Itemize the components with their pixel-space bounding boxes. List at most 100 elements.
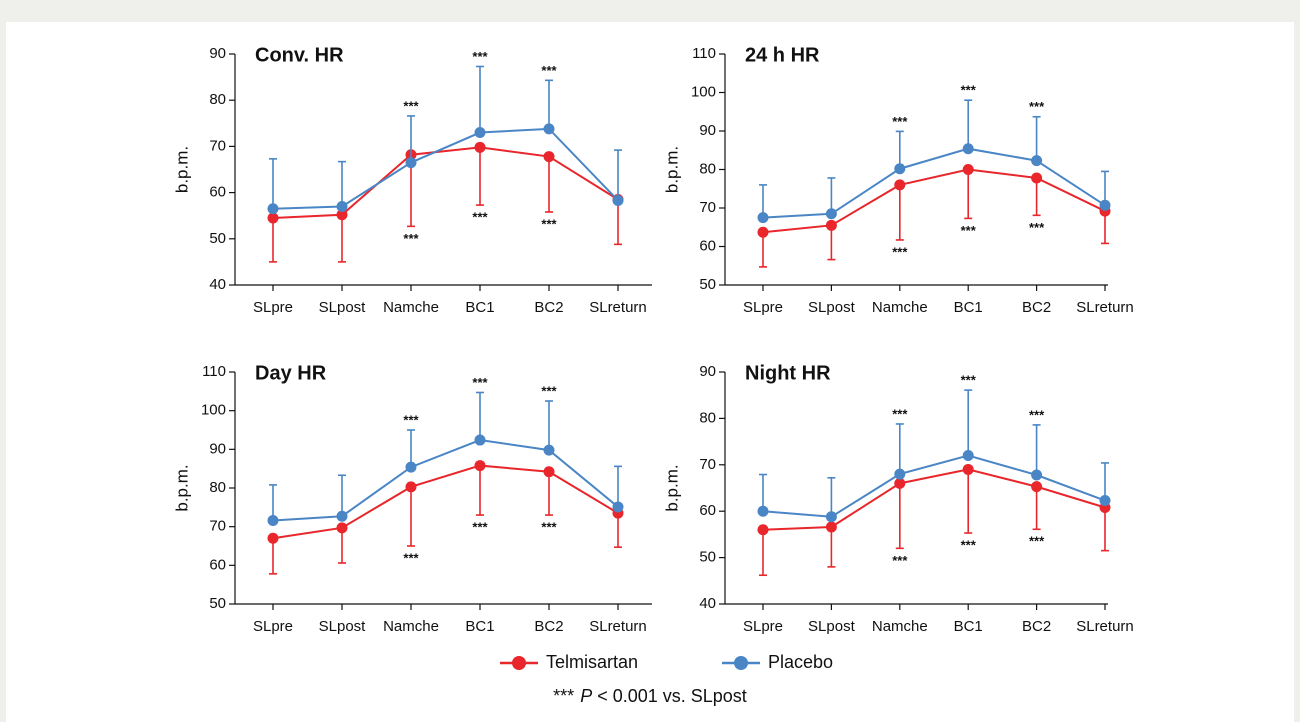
x-tick-label: SLpre xyxy=(743,299,783,316)
significance-label: *** xyxy=(1029,99,1045,114)
error-bar xyxy=(895,130,904,169)
error-bar xyxy=(827,526,836,568)
data-point xyxy=(267,212,279,224)
significance-label: *** xyxy=(961,373,977,388)
legend-entry: Placebo xyxy=(722,652,833,672)
data-point xyxy=(894,468,906,480)
error-bar xyxy=(614,465,622,507)
x-tick-label: SLpost xyxy=(319,299,367,316)
error-bar xyxy=(407,115,415,163)
x-tick-label: SLreturn xyxy=(589,299,647,316)
significance-label: *** xyxy=(403,550,419,565)
y-tick-label: 80 xyxy=(699,160,716,177)
error-bar xyxy=(476,147,484,206)
significance-label: *** xyxy=(472,375,488,390)
y-tick-label: 80 xyxy=(209,479,226,496)
x-tick-label: SLpre xyxy=(253,618,293,635)
significance-label: *** xyxy=(472,49,488,64)
y-tick-label: 70 xyxy=(699,199,716,216)
legend-label: Placebo xyxy=(768,652,833,672)
y-axis-label: b.p.m. xyxy=(662,464,681,511)
x-tick-label: Namche xyxy=(383,299,439,316)
x-tick-label: SLpost xyxy=(319,618,367,635)
error-bar xyxy=(338,160,346,207)
legend-marker xyxy=(512,656,526,670)
data-point xyxy=(757,226,769,238)
y-tick-label: 100 xyxy=(691,83,716,100)
error-bar xyxy=(827,225,836,261)
data-point xyxy=(1031,155,1043,167)
error-bar xyxy=(1032,424,1041,476)
significance-label: *** xyxy=(961,537,977,552)
series-line xyxy=(762,168,1106,234)
error-bar xyxy=(338,527,346,564)
x-tick-label: SLreturn xyxy=(1076,618,1134,635)
error-bar xyxy=(545,79,553,129)
significance-label: *** xyxy=(403,231,419,246)
error-bar xyxy=(614,513,622,548)
error-bar xyxy=(1101,462,1109,501)
error-bar xyxy=(476,391,484,441)
data-point xyxy=(612,194,624,206)
y-tick-label: 80 xyxy=(209,91,226,108)
x-tick-label: SLpost xyxy=(808,299,856,316)
error-bar xyxy=(759,232,767,268)
significance-label: *** xyxy=(541,383,557,398)
y-tick-label: 70 xyxy=(699,456,716,473)
footnote-p: P xyxy=(580,686,592,706)
error-bar xyxy=(407,486,415,547)
error-bar xyxy=(895,184,904,241)
y-tick-label: 80 xyxy=(699,409,716,426)
error-bar xyxy=(1101,507,1109,552)
data-point xyxy=(474,434,486,446)
significance-label: *** xyxy=(403,98,419,113)
y-axis-label: b.p.m. xyxy=(662,146,681,193)
error-bar xyxy=(545,156,553,213)
data-point xyxy=(1031,481,1043,493)
figure-card xyxy=(6,22,1294,722)
error-bar xyxy=(827,177,836,214)
data-point xyxy=(543,444,555,456)
series-line xyxy=(272,146,619,220)
x-tick-label: BC1 xyxy=(465,618,494,635)
data-point xyxy=(1031,469,1043,481)
legend-label: Telmisartan xyxy=(546,652,638,672)
x-tick-label: Namche xyxy=(872,299,928,316)
error-bar xyxy=(1032,177,1041,217)
data-point xyxy=(757,524,769,536)
data-point xyxy=(612,501,624,513)
error-bar xyxy=(827,476,836,517)
y-axis-label: b.p.m. xyxy=(172,464,191,511)
chart-title: Night HR xyxy=(745,362,831,384)
data-point xyxy=(267,514,279,526)
significance-label: *** xyxy=(892,244,908,259)
data-point xyxy=(1031,172,1043,184)
chart-title: Conv. HR xyxy=(255,44,344,66)
y-tick-label: 60 xyxy=(699,502,716,519)
series-line xyxy=(272,439,619,522)
error-bar xyxy=(338,214,346,263)
error-bar xyxy=(545,471,553,516)
significance-label: *** xyxy=(892,114,908,129)
significance-label: *** xyxy=(1029,534,1045,549)
data-point xyxy=(405,481,417,493)
y-tick-label: 70 xyxy=(209,137,226,154)
error-bar xyxy=(614,149,622,201)
error-bar xyxy=(895,423,904,475)
data-point xyxy=(405,157,417,169)
significance-label: *** xyxy=(1029,220,1045,235)
data-point xyxy=(474,460,486,472)
y-tick-label: 110 xyxy=(692,45,716,62)
error-bar xyxy=(476,465,484,516)
error-bar xyxy=(1032,115,1041,161)
x-tick-label: SLpre xyxy=(253,299,293,316)
x-tick-label: Namche xyxy=(383,618,439,635)
error-bar xyxy=(759,473,767,512)
error-bar xyxy=(269,538,277,575)
y-tick-label: 70 xyxy=(209,518,226,535)
data-point xyxy=(757,505,769,517)
data-point xyxy=(543,466,555,478)
data-point xyxy=(543,123,555,135)
data-point xyxy=(336,209,348,221)
y-tick-label: 110 xyxy=(202,363,226,380)
